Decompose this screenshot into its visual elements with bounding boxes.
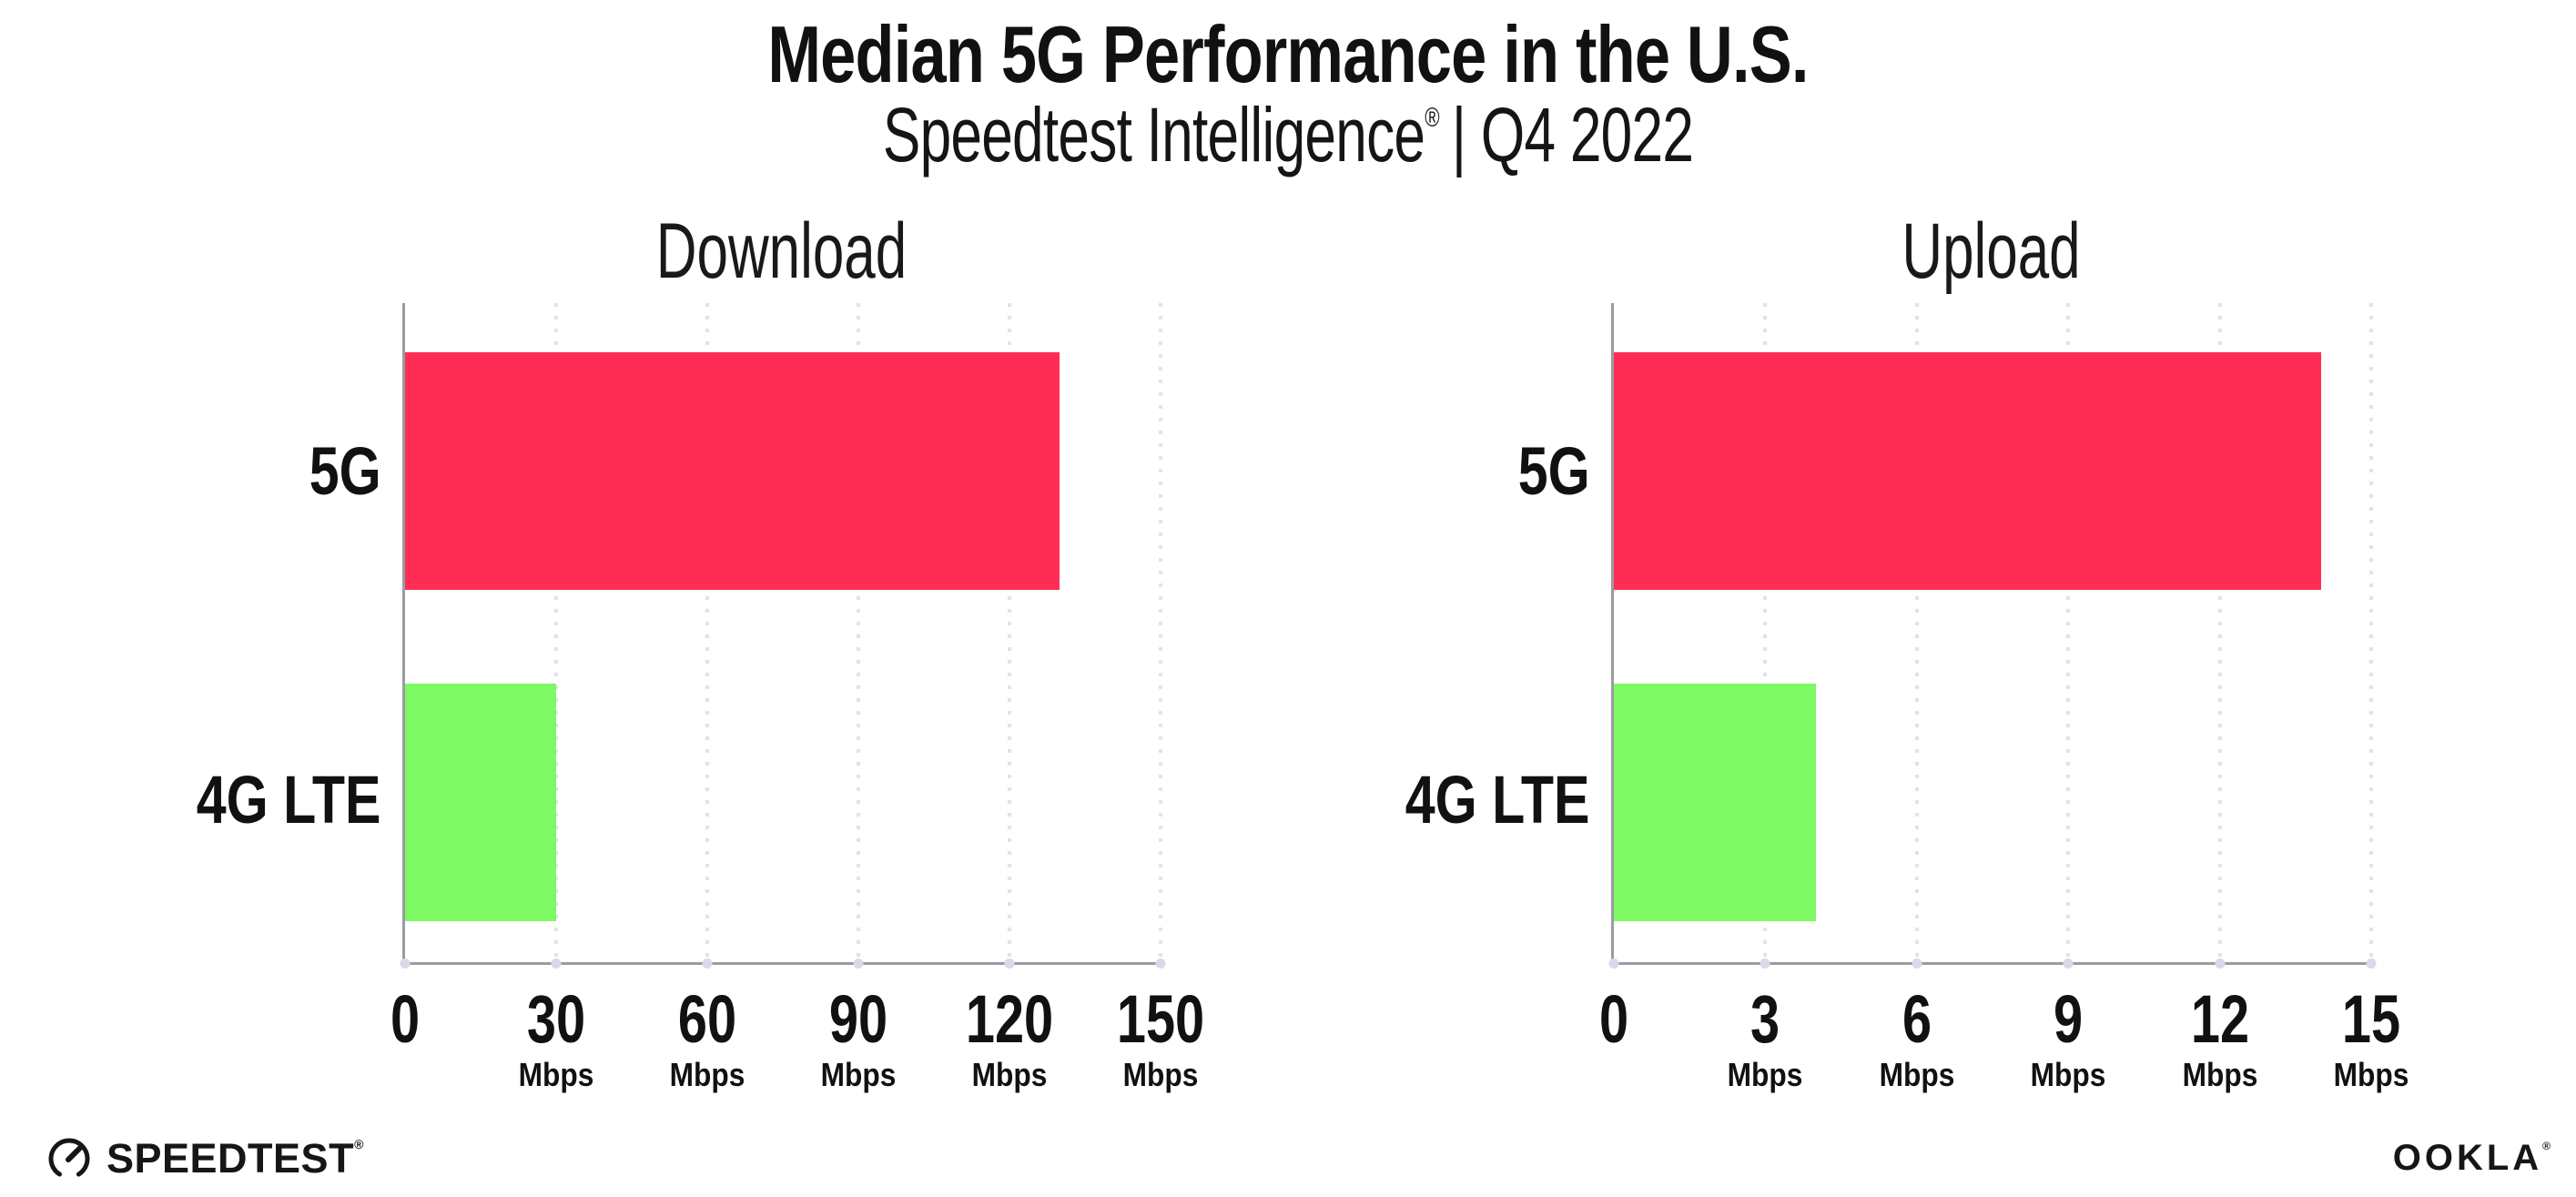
speedtest-logo: SPEEDTEST®	[46, 1134, 363, 1182]
category-label-5g: 5G	[1518, 433, 1590, 510]
x-tick-value: 3	[1750, 981, 1780, 1057]
bar-5g	[1614, 352, 2321, 590]
speedtest-wordmark-text: SPEEDTEST	[106, 1134, 355, 1182]
chart-title-upload: Upload	[1902, 208, 2081, 295]
axis-tick-dot-60	[702, 959, 713, 969]
x-tick-unit: Mbps	[1879, 1056, 1955, 1093]
x-tick-label-12: 12 Mbps	[2177, 986, 2263, 1091]
x-tick-label-0: 0	[386, 986, 423, 1053]
page-subtitle: Speedtest Intelligence® | Q4 2022	[335, 96, 2241, 173]
axis-tick-dot-0	[1608, 959, 1619, 969]
category-label-4g-lte: 4G LTE	[1405, 761, 1590, 837]
x-tick-unit: Mbps	[669, 1056, 745, 1093]
x-tick-unit: Mbps	[2182, 1056, 2257, 1093]
x-tick-value: 150	[1116, 981, 1205, 1057]
x-tick-label-60: 60 Mbps	[664, 986, 750, 1091]
x-tick-unit: Mbps	[1728, 1056, 1803, 1093]
x-tick-label-30: 30 Mbps	[513, 986, 599, 1091]
x-tick-value: 30	[526, 981, 586, 1057]
x-tick-value: 90	[828, 981, 888, 1057]
bar-5g	[405, 352, 1060, 590]
axis-tick-dot-12	[2215, 959, 2226, 969]
x-tick-value: 0	[390, 981, 421, 1057]
x-tick-unit: Mbps	[971, 1056, 1048, 1093]
x-tick-unit: Mbps	[2333, 1056, 2409, 1093]
plot-area: 0 3 Mbps 6 Mbps 9 Mbps 12 Mbps 15 Mbps 5G 4G LTE	[1405, 303, 2409, 1091]
subtitle-period: | Q4 2022	[1451, 92, 1694, 178]
plot-area: 0 30 Mbps 60 Mbps 90 Mbps 120 Mbps 150 Mbps 5G 4G LT…	[197, 303, 1204, 1091]
x-tick-unit: Mbps	[820, 1056, 897, 1093]
axis-tick-dot-9	[2063, 959, 2074, 969]
download-chart: Download 0 30 Mbps 60 Mbps 90 Mbps 120 Mbps 150 Mb…	[197, 212, 1204, 1091]
x-tick-unit: Mbps	[518, 1056, 594, 1093]
page-title: Median 5G Performance in the U.S.	[767, 9, 1809, 99]
x-tick-unit: Mbps	[1122, 1056, 1199, 1093]
x-tick-label-120: 120 Mbps	[953, 986, 1065, 1091]
ookla-wordmark-text: OOKLA	[2392, 1138, 2543, 1178]
speedtest-gauge-icon	[48, 1138, 90, 1180]
speedtest-wordmark: SPEEDTEST®	[106, 1138, 363, 1179]
gridline-3	[1763, 303, 1768, 962]
x-tick-value: 15	[2341, 981, 2401, 1057]
speedtest-trademark-icon: ®	[354, 1136, 364, 1151]
axis-tick-dot-150	[1155, 959, 1166, 969]
x-tick-label-15: 15 Mbps	[2328, 986, 2414, 1091]
x-tick-value: 6	[1902, 981, 1932, 1057]
x-tick-value: 120	[965, 981, 1054, 1057]
registered-mark-icon: ®	[1425, 103, 1440, 133]
subtitle-brand: Speedtest Intelligence	[882, 92, 1425, 178]
gridline-150	[1159, 303, 1162, 962]
gridline-6	[1914, 303, 1919, 962]
axis-tick-dot-30	[551, 959, 562, 969]
x-tick-label-90: 90 Mbps	[816, 986, 901, 1091]
axis-tick-dot-0	[400, 959, 411, 969]
gridline-9	[2066, 303, 2071, 962]
bar-4g-lte	[405, 684, 556, 922]
x-tick-value: 0	[1598, 981, 1629, 1057]
category-label-5g: 5G	[309, 433, 381, 510]
axis-tick-dot-15	[2366, 959, 2377, 969]
axis-tick-dot-3	[1760, 959, 1770, 969]
gridline-60	[705, 303, 709, 962]
x-tick-label-0: 0	[1595, 986, 1632, 1053]
ookla-trademark-icon: ®	[2542, 1140, 2551, 1152]
gridline-30	[554, 303, 558, 962]
x-tick-label-150: 150 Mbps	[1104, 986, 1216, 1091]
gridline-120	[1008, 303, 1011, 962]
gridline-12	[2217, 303, 2222, 962]
x-tick-value: 12	[2190, 981, 2249, 1057]
chart-title-download: Download	[655, 208, 908, 295]
x-tick-value: 60	[677, 981, 737, 1057]
x-tick-label-6: 6 Mbps	[1874, 986, 1960, 1091]
category-label-4g-lte: 4G LTE	[197, 761, 381, 837]
bar-4g-lte	[1614, 684, 1816, 922]
axis-tick-dot-6	[1912, 959, 1922, 969]
x-tick-unit: Mbps	[2030, 1056, 2106, 1093]
x-tick-value: 9	[2054, 981, 2084, 1057]
x-tick-label-3: 3 Mbps	[1722, 986, 1808, 1091]
axis-tick-dot-90	[853, 959, 864, 969]
gridline-15	[2369, 303, 2373, 962]
ookla-logo: OOKLA®	[2393, 1140, 2551, 1176]
x-tick-label-9: 9 Mbps	[2025, 986, 2111, 1091]
upload-chart: Upload 0 3 Mbps 6 Mbps 9 Mbps 12 Mbps 15 Mbps 5G 4G …	[1405, 212, 2409, 1091]
axis-tick-dot-120	[1004, 959, 1015, 969]
gridline-90	[857, 303, 860, 962]
